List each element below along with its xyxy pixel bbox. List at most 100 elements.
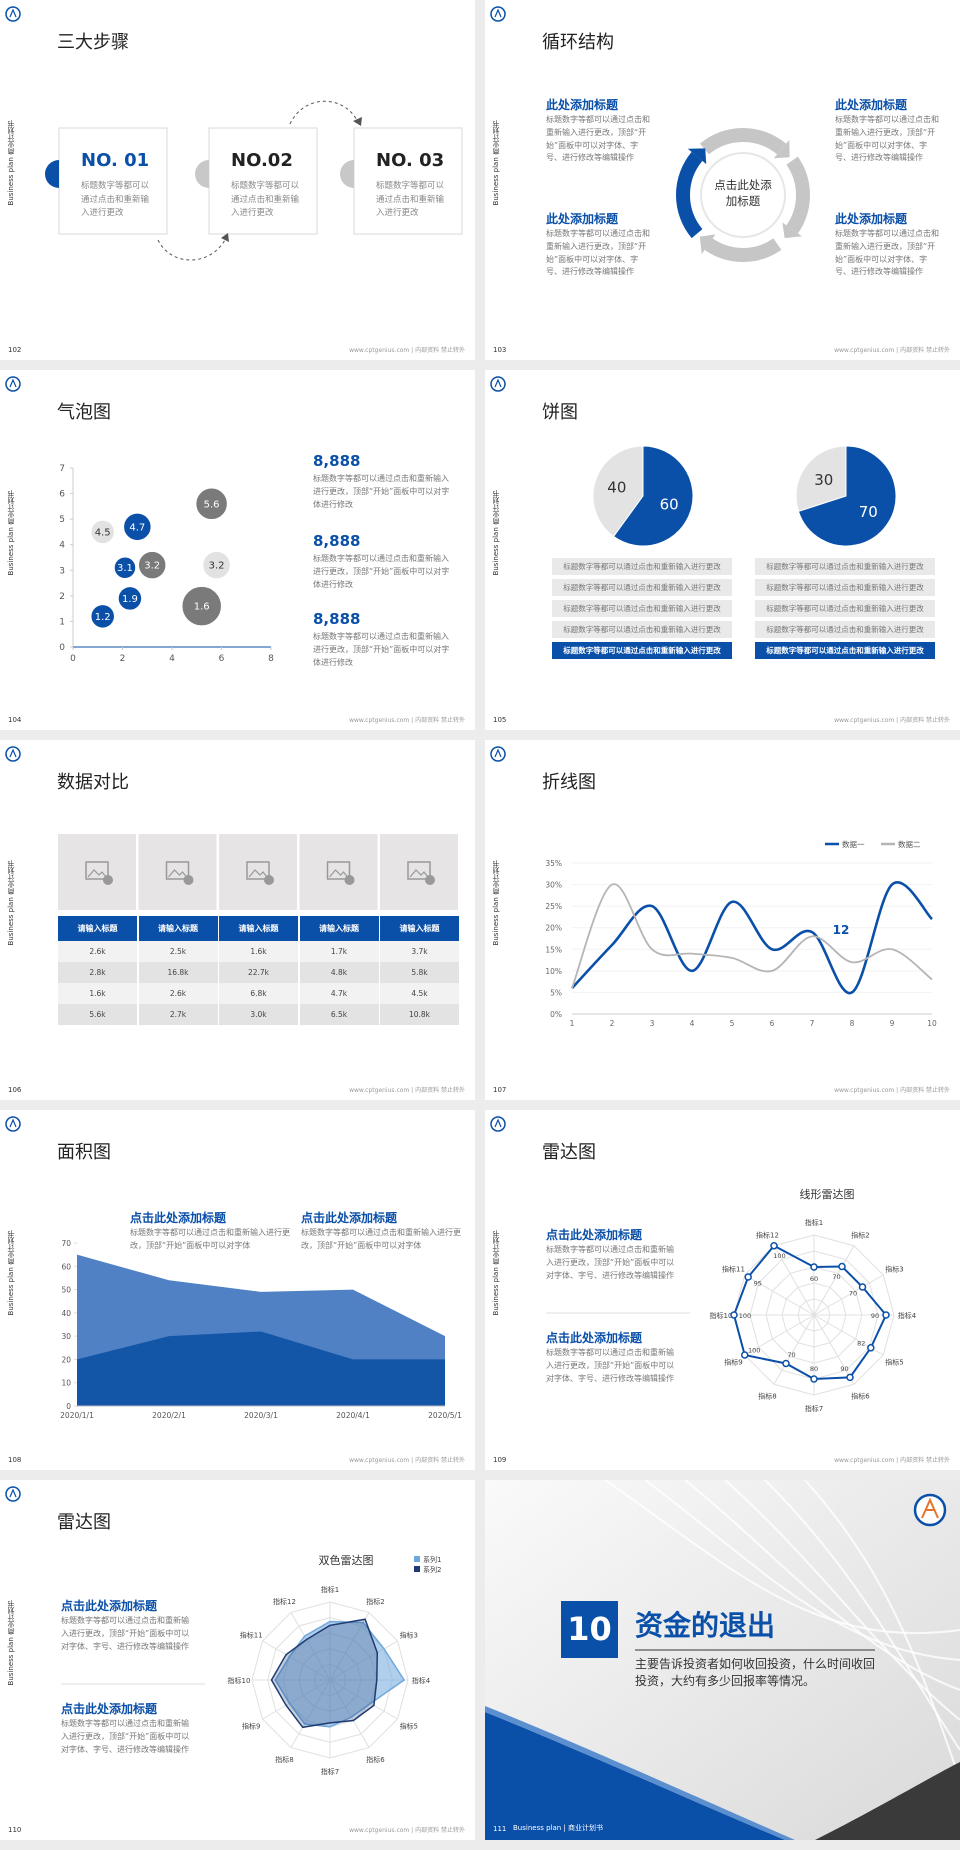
pie-row: 标题数字等都可以通过点击和重新输入进行更改 — [552, 642, 732, 659]
note-heading: 点击此处添加标题 — [61, 1599, 158, 1613]
logo-mark — [9, 378, 17, 388]
y-tick-label: 50 — [61, 1286, 71, 1295]
logo — [5, 1116, 21, 1132]
slide: 三大步骤 Business plan 商业计划书 102 www.cptgenius.… — [0, 0, 475, 360]
legend-swatch — [414, 1556, 420, 1562]
connector — [157, 237, 227, 261]
radar-category: 指标2 — [366, 1597, 384, 1606]
note-text: 标题数字等都可以通过点击和重新输入进行更改，顶部“开始”面板中可以对字体、字号、… — [61, 1616, 190, 1651]
image-icon — [407, 861, 431, 880]
table-cell: 3.7k — [380, 941, 460, 962]
radar-point — [730, 1311, 738, 1319]
image-icon-plus — [183, 875, 194, 885]
legend-label: 系列1 — [423, 1555, 441, 1564]
slide: 双色雷达图 指标1 指标2 指标3 指标4 指标5 指标6 指标7 指标8 指标9 指标10 指标11… — [0, 1480, 475, 1840]
image-icon — [246, 861, 270, 880]
note-heading: 8,888 — [313, 452, 361, 470]
page-number: 111 — [493, 1825, 507, 1833]
pie-row: 标题数字等都可以通过点击和重新输入进行更改 — [552, 579, 732, 596]
image-placeholder — [380, 834, 458, 910]
y-tick-label: 70 — [61, 1239, 71, 1248]
note-heading: 点击此处添加标题 — [61, 1702, 158, 1716]
note-heading: 此处添加标题 — [546, 212, 619, 226]
image-icon — [329, 869, 348, 878]
radar-value: 90 — [840, 1365, 848, 1373]
radar-category: 指标1 — [321, 1585, 339, 1594]
y-tick-label: 25% — [545, 902, 562, 911]
section-title: 资金的退出 — [635, 1609, 776, 1642]
radar-spoke — [773, 1314, 815, 1385]
pie-row: 标题数字等都可以通过点击和重新输入进行更改 — [755, 558, 935, 575]
table-cell: 2.6k — [138, 983, 219, 1004]
radar-value: 70 — [832, 1273, 840, 1281]
radar-value: 100 — [739, 1312, 751, 1320]
slide-graphics: 40 60 30 70 — [490, 376, 897, 547]
step-marker — [195, 160, 209, 188]
image-icon-plus — [425, 875, 435, 885]
radar-category: 指标1 — [805, 1218, 823, 1227]
pie-label: 70 — [859, 503, 878, 521]
pie-row: 标题数字等都可以通过点击和重新输入进行更改 — [755, 621, 935, 638]
step-text: 标题数字等都可以通过点击和重新输入进行更改 — [231, 181, 300, 219]
radar-spoke — [744, 1314, 815, 1356]
cycle-center-text: 点击此处添加标题 — [714, 178, 772, 208]
section-number: 10 — [567, 1610, 612, 1648]
radar-value: 95 — [754, 1280, 762, 1288]
pie-row: 标题数字等都可以通过点击和重新输入进行更改 — [552, 600, 732, 617]
footer: www.cptgenius.com | 内部资料 禁止转外 — [834, 347, 950, 354]
x-tick-label: 8 — [850, 1019, 855, 1028]
table-header-cell: 请输入标题 — [380, 916, 460, 941]
footer: www.cptgenius.com | 内部资料 禁止转外 — [349, 1087, 465, 1094]
note-text: 标题数字等都可以通过点击和重新输入进行更改，顶部“开始”面板中可以对字体、字号、… — [546, 1348, 675, 1383]
cycle-arrow — [773, 139, 790, 159]
note-text: 标题数字等都可以通过点击和重新输入进行更改，顶部“开始”面板中可以对字体、字号、… — [546, 1245, 675, 1280]
side-label: Business plan 商业计划书 — [7, 120, 15, 206]
pie-row: 标题数字等都可以通过点击和重新输入进行更改 — [755, 579, 935, 596]
slide-graphics — [5, 6, 463, 261]
table-cell: 10.8k — [380, 1004, 460, 1025]
slide: 循环结构 Business plan 商业计划书 103 www.cptgenius.… — [485, 0, 960, 360]
slide-title: 饼图 — [542, 402, 578, 423]
bubble-label: 1.2 — [95, 612, 111, 623]
radar-value: 82 — [857, 1339, 865, 1347]
image-placeholder — [138, 834, 217, 910]
side-label: Business plan 商业计划书 — [7, 1230, 15, 1316]
slide: 10 资金的退出 主要告诉投资者如何收回投资，什么时间收回投资，大约有多少回报率等情… — [485, 1480, 960, 1840]
step-card — [208, 127, 318, 235]
x-tick-label: 10 — [927, 1019, 937, 1028]
radar-category: 指标10 — [228, 1676, 251, 1685]
cycle-arc — [786, 156, 810, 234]
note-heading: 点击此处添加标题 — [301, 1211, 398, 1225]
radar-category: 指标9 — [724, 1358, 742, 1367]
x-tick-label: 1 — [570, 1019, 575, 1028]
table-header-cell: 请输入标题 — [299, 916, 380, 941]
y-tick-label: 5 — [59, 515, 65, 525]
x-tick-label: 2020/4/1 — [336, 1411, 370, 1420]
radar-value: 100 — [748, 1347, 760, 1355]
note-heading: 点击此处添加标题 — [546, 1331, 643, 1345]
step-marker — [340, 160, 354, 188]
image-icon — [326, 861, 351, 880]
x-tick-label: 4 — [690, 1019, 695, 1028]
y-tick-label: 2 — [59, 592, 65, 602]
note-text: 标题数字等都可以通过点击和重新输入进行更改，顶部“开始”面板中可以对字体 — [130, 1228, 290, 1250]
pie-slice — [795, 445, 847, 513]
radar-point — [838, 1262, 846, 1271]
bubble-label: 5.6 — [204, 499, 220, 510]
decor-dark — [815, 1762, 960, 1840]
radar-category: 指标11 — [240, 1631, 263, 1640]
note-text: 标题数字等都可以通过点击和重新输入进行更改，顶部“开始”面板中可以对字体、字号、… — [835, 229, 939, 277]
logo-mark — [9, 1118, 17, 1128]
note-heading: 8,888 — [313, 532, 361, 550]
slide: 0% 5% 10% 15% 20% 25% 30% 35% 1 2 3 4 5 6 7 8 9 10 数据一 数据二 1… — [485, 740, 960, 1100]
slide-title: 折线图 — [542, 772, 596, 793]
step-label: NO.02 — [231, 150, 293, 171]
table-cell: 3.0k — [219, 1004, 299, 1025]
radar-value: 60 — [810, 1275, 818, 1283]
table-cell: 2.7k — [138, 1004, 219, 1025]
side-label: Business plan 商业计划书 — [7, 860, 15, 946]
cycle-arrow — [699, 234, 716, 254]
step-text: 标题数字等都可以通过点击和重新输入进行更改 — [376, 181, 445, 219]
pie-label: 30 — [814, 471, 833, 489]
